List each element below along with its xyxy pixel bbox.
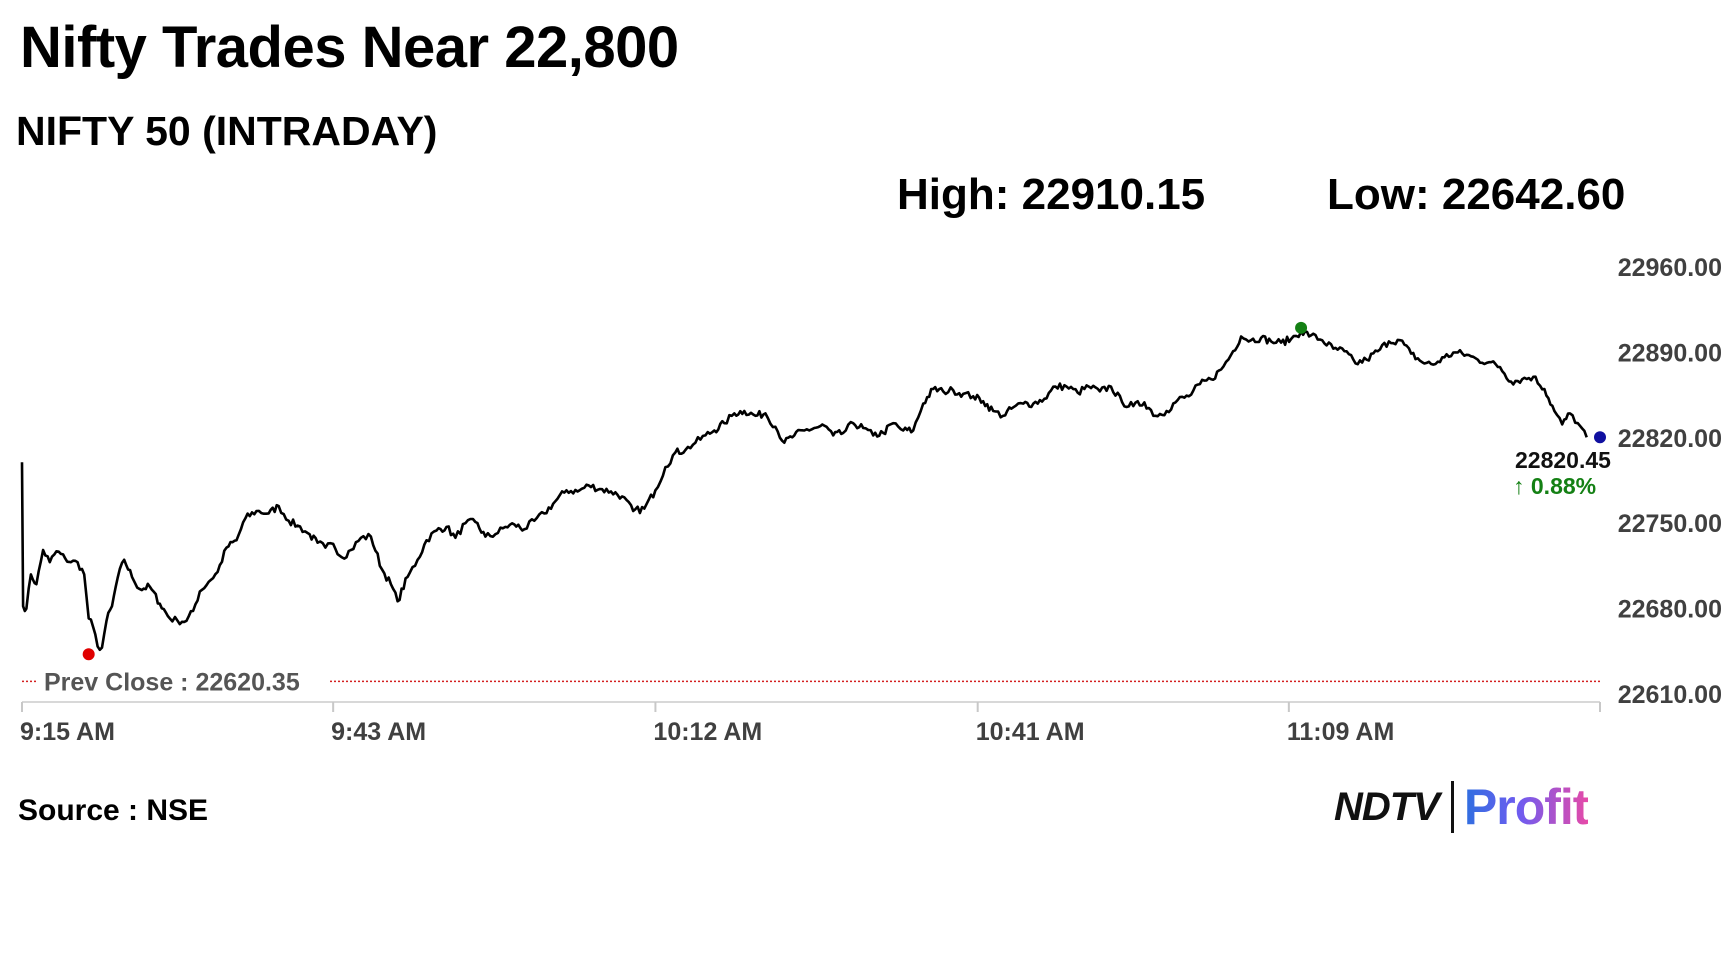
high-marker	[1295, 321, 1308, 334]
x-tick-label: 11:09 AM	[1287, 718, 1394, 746]
chart-title: Nifty Trades Near 22,800	[20, 15, 679, 80]
y-tick-label: 22820.00	[1618, 425, 1722, 453]
source-note: Source : NSE	[18, 794, 209, 827]
low-marker	[82, 648, 95, 661]
change-label: ↑ 0.88%	[1513, 473, 1596, 499]
x-tick-label: 9:43 AM	[331, 718, 426, 746]
last-value-label: 22820.45	[1515, 447, 1611, 473]
x-tick-label: 10:12 AM	[653, 718, 762, 746]
x-tick-label: 10:41 AM	[976, 718, 1085, 746]
low-stat: Low: 22642.60	[1327, 170, 1626, 219]
prev-close-label: Prev Close : 22620.35	[44, 668, 300, 696]
high-stat: High: 22910.15	[897, 170, 1206, 219]
y-tick-label: 22680.00	[1618, 596, 1722, 624]
chart-subtitle: NIFTY 50 (INTRADAY)	[16, 108, 438, 154]
y-tick-label: 22890.00	[1618, 339, 1722, 367]
ndtv-profit-logo: NDTV Profit	[1334, 778, 1590, 836]
logo-profit-text: Profit	[1463, 779, 1590, 835]
logo-divider	[1450, 781, 1454, 833]
y-tick-label: 22960.00	[1618, 254, 1722, 282]
logo-ndtv-text: NDTV	[1334, 784, 1440, 829]
y-tick-label: 22610.00	[1618, 681, 1722, 709]
last-marker	[1594, 431, 1606, 444]
x-tick-label: 9:15 AM	[20, 718, 115, 746]
price-line	[20, 330, 1588, 652]
y-tick-label: 22750.00	[1618, 510, 1722, 538]
